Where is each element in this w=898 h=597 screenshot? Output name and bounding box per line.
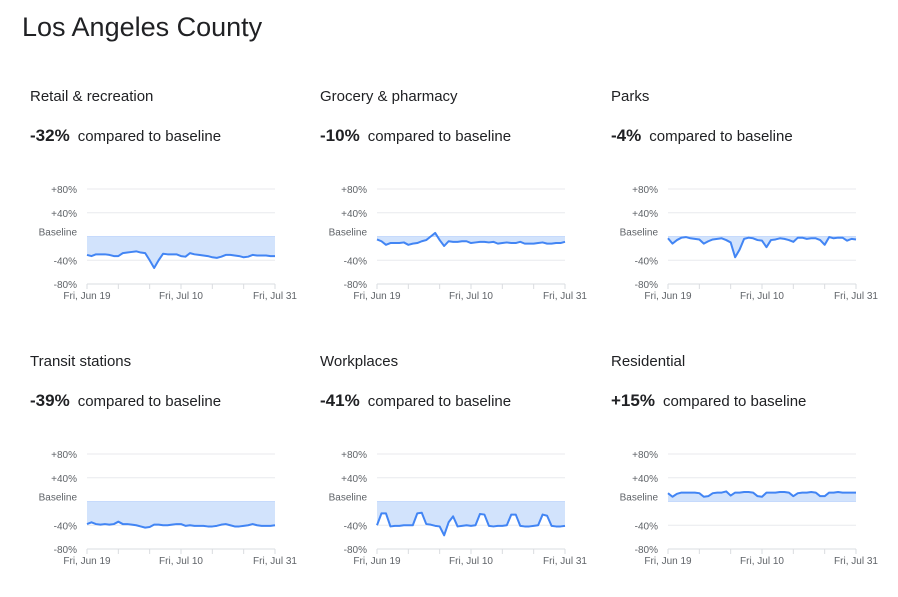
x-tick-label: Fri, Jul 10: [449, 291, 493, 302]
y-tick-label: Baseline: [620, 228, 659, 239]
change-value: +15%: [611, 391, 655, 410]
change-summary: -4% compared to baseline: [611, 126, 793, 146]
compare-label: compared to baseline: [367, 393, 512, 410]
y-tick-label: +80%: [632, 450, 658, 461]
x-tick-label: Fri, Jun 19: [644, 291, 692, 302]
change-value: -39%: [30, 391, 70, 410]
y-tick-label: +40%: [51, 209, 77, 220]
series-line: [376, 511, 566, 537]
x-tick-label: Fri, Jul 10: [740, 556, 784, 567]
y-tick-label: Baseline: [329, 493, 368, 504]
y-tick-label: Baseline: [39, 228, 78, 239]
x-tick-label: Fri, Jun 19: [63, 291, 111, 302]
y-tick-label: +40%: [341, 474, 367, 485]
y-tick-label: -80%: [54, 280, 77, 291]
x-tick-label: Fri, Jul 10: [740, 291, 784, 302]
chart-panel: Residential +15% compared to baseline +80%…: [611, 353, 898, 583]
x-tick-label: Fri, Jul 10: [159, 556, 203, 567]
y-tick-label: -80%: [635, 545, 658, 556]
x-tick-label: Fri, Jul 10: [159, 291, 203, 302]
y-tick-label: +80%: [51, 450, 77, 461]
series-line: [667, 490, 856, 498]
y-tick-label: -40%: [54, 521, 77, 532]
compare-label: compared to baseline: [367, 128, 512, 145]
y-tick-label: -80%: [54, 545, 77, 556]
y-tick-label: +40%: [51, 474, 77, 485]
chart-panel: Workplaces -41% compared to baseline +80% +…: [320, 353, 610, 583]
change-value: -10%: [320, 126, 360, 145]
y-tick-label: -80%: [635, 280, 658, 291]
x-tick-label: Fri, Jul 31: [253, 556, 297, 567]
area-fill: [87, 501, 275, 528]
y-tick-label: +80%: [341, 450, 367, 461]
change-value: -4%: [611, 126, 642, 145]
y-tick-label: +40%: [341, 209, 367, 220]
y-tick-label: -40%: [635, 521, 658, 532]
change-summary: +15% compared to baseline: [611, 391, 806, 411]
chart-panel: Parks -4% compared to baseline +80% +40% Bas…: [611, 88, 898, 318]
y-tick-label: -40%: [344, 256, 367, 267]
mobility-chart: +80% +40% Baseline -40% -80%Fri, Jun 19 Fri, …: [620, 450, 879, 567]
x-tick-label: Fri, Jul 31: [543, 556, 587, 567]
y-tick-label: -80%: [344, 280, 367, 291]
chart-panel: Grocery & pharmacy -10% compared to basel…: [320, 88, 610, 318]
chart-title: Parks: [611, 88, 650, 105]
y-tick-label: +80%: [632, 185, 658, 196]
y-tick-label: Baseline: [39, 493, 78, 504]
area-fill: [668, 491, 856, 502]
x-tick-label: Fri, Jun 19: [644, 556, 692, 567]
x-tick-label: Fri, Jun 19: [353, 556, 401, 567]
change-summary: -39% compared to baseline: [30, 391, 221, 411]
compare-label: compared to baseline: [77, 128, 222, 145]
series-line: [667, 236, 857, 259]
chart-title: Workplaces: [320, 353, 399, 370]
y-tick-label: -80%: [344, 545, 367, 556]
x-tick-label: Fri, Jun 19: [63, 556, 111, 567]
y-tick-label: -40%: [344, 521, 367, 532]
mobility-chart: +80% +40% Baseline -40% -80%Fri, Jun 19 Fri, …: [39, 185, 298, 302]
change-summary: -32% compared to baseline: [30, 126, 221, 146]
area-fill: [377, 232, 565, 246]
x-tick-label: Fri, Jul 31: [543, 291, 587, 302]
compare-label: compared to baseline: [649, 128, 793, 145]
x-tick-label: Fri, Jul 10: [449, 556, 493, 567]
x-tick-label: Fri, Jun 19: [353, 291, 401, 302]
y-tick-label: +80%: [341, 185, 367, 196]
mobility-chart: +80% +40% Baseline -40% -80%Fri, Jun 19 Fri, …: [329, 450, 588, 567]
change-value: -41%: [320, 391, 360, 410]
mobility-chart: +80% +40% Baseline -40% -80%Fri, Jun 19 Fri, …: [620, 185, 879, 302]
compare-label: compared to baseline: [662, 393, 807, 410]
mobility-chart: +80% +40% Baseline -40% -80%Fri, Jun 19 Fri, …: [329, 185, 588, 302]
chart-title: Residential: [611, 353, 686, 370]
change-summary: -41% compared to baseline: [320, 391, 511, 411]
series-line: [86, 250, 275, 269]
y-tick-label: Baseline: [329, 228, 368, 239]
series-line: [86, 520, 276, 529]
change-value: -32%: [30, 126, 70, 145]
x-tick-label: Fri, Jul 31: [253, 291, 297, 302]
y-tick-label: +40%: [632, 474, 658, 485]
series-line: [376, 231, 566, 247]
area-fill: [87, 236, 275, 268]
y-tick-label: +40%: [632, 209, 658, 220]
x-tick-label: Fri, Jul 31: [834, 556, 878, 567]
y-tick-label: +80%: [51, 185, 77, 196]
chart-panel: Transit stations -39% compared to baselin…: [30, 353, 320, 583]
area-fill: [377, 501, 565, 536]
y-tick-label: Baseline: [620, 493, 659, 504]
chart-title: Transit stations: [30, 353, 132, 370]
y-tick-label: -40%: [54, 256, 77, 267]
page-title: Los Angeles County: [22, 12, 263, 42]
x-tick-label: Fri, Jul 31: [834, 291, 878, 302]
mobility-chart: +80% +40% Baseline -40% -80%Fri, Jun 19 Fri, …: [39, 450, 298, 567]
change-summary: -10% compared to baseline: [320, 126, 511, 146]
chart-title: Retail & recreation: [30, 88, 154, 105]
chart-panel: Retail & recreation -32% compared to base…: [30, 88, 320, 318]
compare-label: compared to baseline: [77, 393, 222, 410]
y-tick-label: -40%: [635, 256, 658, 267]
chart-title: Grocery & pharmacy: [320, 88, 458, 105]
